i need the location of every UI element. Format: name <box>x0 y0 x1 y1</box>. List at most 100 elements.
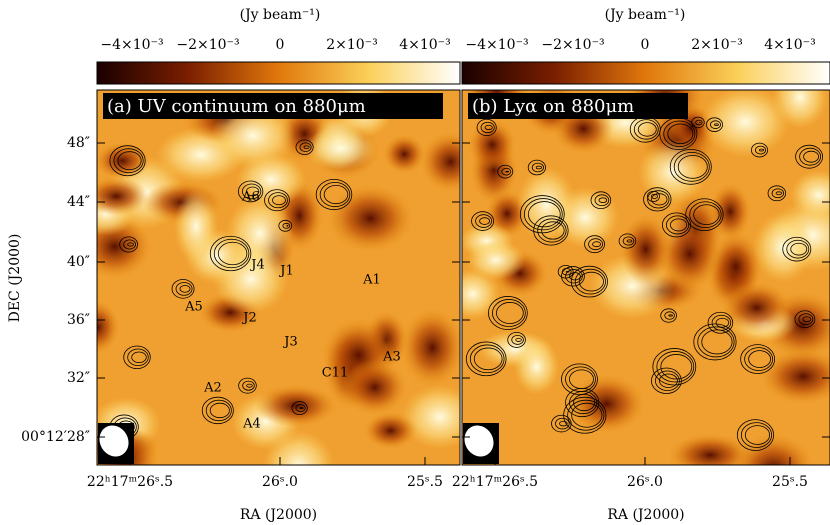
bright-blob <box>210 103 296 169</box>
colorbar-tick-label: 2×10⁻³ <box>691 37 742 53</box>
contour <box>622 236 635 246</box>
contour <box>592 241 601 248</box>
dark-blob <box>363 412 418 450</box>
dark-blob <box>97 300 120 354</box>
contour <box>736 419 775 451</box>
contour <box>651 367 682 394</box>
contour <box>651 193 668 206</box>
colorbar-label: (Jy beam⁻¹) <box>605 7 686 23</box>
contour <box>565 366 596 392</box>
contour <box>802 316 812 323</box>
colorbar-tick-label: −2×10⁻³ <box>176 37 239 53</box>
contour <box>476 118 497 137</box>
dark-blob <box>327 184 414 253</box>
colorbar-tick-label: −2×10⁻³ <box>541 37 604 53</box>
bright-blob <box>213 243 289 315</box>
dark-blob <box>420 131 460 192</box>
contour <box>527 159 546 176</box>
title-bg <box>468 93 688 119</box>
contour <box>701 329 733 355</box>
contour <box>570 265 608 298</box>
source-label: J2 <box>241 311 256 326</box>
source-label: J1 <box>278 264 293 279</box>
contour <box>652 348 697 386</box>
contour <box>656 351 695 383</box>
contour <box>677 154 708 179</box>
contour <box>246 383 253 388</box>
contour <box>303 145 310 149</box>
contour <box>278 219 293 232</box>
contour <box>799 147 822 166</box>
contour <box>744 347 774 371</box>
source-label: J4 <box>249 258 264 273</box>
contour <box>748 350 772 368</box>
contour <box>590 191 612 209</box>
source-label: A1 <box>362 273 381 288</box>
bright-blob <box>462 268 500 320</box>
colorbar-tick-label: 4×10⁻³ <box>399 37 450 53</box>
contour <box>786 239 810 259</box>
colorbar-tick-label: 0 <box>276 37 285 53</box>
colorbar-tick-label: 0 <box>641 37 650 53</box>
contour <box>569 369 594 389</box>
contour <box>758 148 765 152</box>
contour <box>109 145 146 177</box>
contour <box>559 420 568 427</box>
contour <box>695 119 703 126</box>
contour <box>584 235 605 254</box>
contour <box>272 195 286 206</box>
contour <box>245 186 260 197</box>
panel-title: (b) Lyα on 880μm <box>472 96 634 117</box>
bright-blob <box>701 90 790 158</box>
source-label: A5 <box>184 300 203 315</box>
dark-blob <box>709 182 751 241</box>
contour <box>647 190 670 209</box>
colorbar-tick-label: 2×10⁻³ <box>326 37 377 53</box>
contour <box>123 239 136 250</box>
contour <box>651 193 658 199</box>
contour <box>803 150 820 163</box>
contour <box>179 285 191 293</box>
contour <box>209 402 230 419</box>
contour <box>555 417 570 430</box>
source-label: A3 <box>382 350 401 365</box>
source-label: A4 <box>242 417 261 432</box>
contour <box>501 167 512 176</box>
contour <box>201 396 234 425</box>
bright-blob <box>790 169 830 220</box>
contour <box>241 183 262 200</box>
contour <box>282 222 291 229</box>
contour <box>295 139 314 155</box>
contour <box>669 148 712 185</box>
contour <box>655 370 680 391</box>
contour <box>319 181 351 208</box>
y-tick-label: 44″ <box>67 194 90 210</box>
dark-blob <box>97 142 150 180</box>
x-tick-label: 26ˢ.0 <box>627 474 663 490</box>
dark-blob <box>342 359 408 416</box>
contour <box>798 313 814 326</box>
contour <box>209 235 252 272</box>
contour <box>771 188 785 199</box>
image <box>462 90 830 465</box>
contour <box>669 218 688 232</box>
contour <box>473 347 503 371</box>
x-tick-label: 25ˢ.5 <box>407 474 443 490</box>
contour <box>238 377 257 394</box>
contour <box>715 317 730 328</box>
frame <box>461 89 830 466</box>
y-tick-label: 36″ <box>67 312 90 328</box>
contour <box>515 338 522 342</box>
contour <box>637 122 657 137</box>
contour <box>205 399 232 422</box>
contour <box>643 187 672 212</box>
contour <box>685 198 724 232</box>
contour <box>480 121 495 134</box>
contour <box>551 414 572 433</box>
dark-blob <box>567 374 645 434</box>
colorbar <box>96 61 461 85</box>
source-label: A2 <box>203 381 222 396</box>
contour <box>588 238 603 251</box>
image <box>97 90 460 465</box>
contour <box>574 268 606 295</box>
